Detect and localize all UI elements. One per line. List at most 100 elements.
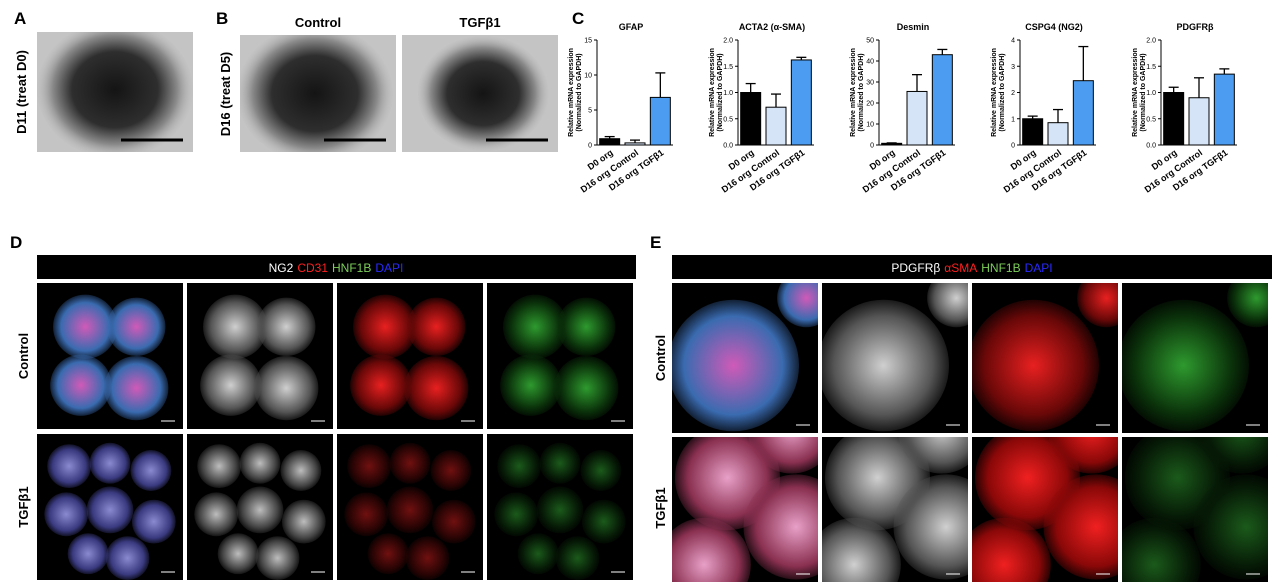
microscopy-image (672, 283, 818, 433)
row-label: Control (16, 333, 31, 379)
chart-title: CSPG4 (NG2) (1025, 22, 1083, 32)
y-tick-label: 0.0 (1146, 143, 1156, 150)
y-tick-label: 5 (588, 108, 592, 115)
row-label: TGFβ1 (653, 487, 668, 528)
y-tick-label: 2.0 (723, 38, 733, 45)
stain-name: αSMA (944, 261, 977, 275)
bar (740, 92, 762, 146)
microscopy-image (487, 283, 633, 429)
y-tick-label: 1.0 (1146, 90, 1156, 97)
bar (1213, 73, 1235, 146)
stain-name: NG2 (269, 261, 294, 275)
y-axis-label: Relative mRNA expression (850, 48, 857, 137)
y-tick-label: 0.5 (1146, 116, 1156, 123)
column-label: Control (295, 15, 341, 30)
y-tick-label: 50 (866, 38, 874, 45)
row-label: Control (653, 335, 668, 381)
bar (649, 96, 671, 146)
y-axis-label: (Normalized to GAPDH) (717, 53, 724, 131)
brightfield-image (37, 32, 193, 152)
y-tick-label: 2 (1011, 90, 1015, 97)
y-tick-label: 1.5 (723, 64, 733, 71)
bar (1047, 122, 1069, 146)
bar (790, 59, 812, 146)
y-axis-label: (Normalized to GAPDH) (999, 53, 1006, 131)
stain-name: DAPI (1025, 261, 1053, 275)
column-label: TGFβ1 (459, 15, 500, 30)
microscopy-image (37, 283, 183, 429)
y-tick-label: 4 (1011, 38, 1015, 45)
y-axis-label: (Normalized to GAPDH) (1140, 53, 1147, 131)
bar (765, 106, 787, 146)
y-axis-label: Relative mRNA expression (709, 48, 716, 137)
panel-label: D (10, 233, 22, 252)
y-tick-label: 40 (866, 59, 874, 66)
microscopy-image (187, 283, 333, 429)
header-bar (37, 255, 636, 279)
y-tick-label: 10 (584, 73, 592, 80)
y-tick-label: 1.5 (1146, 64, 1156, 71)
microscopy-image (972, 437, 1118, 582)
header-bar (672, 255, 1272, 279)
y-axis-label: Relative mRNA expression (1132, 48, 1139, 137)
y-tick-label: 1 (1011, 116, 1015, 123)
y-axis-label: (Normalized to GAPDH) (858, 53, 865, 131)
microscopy-image (822, 437, 968, 582)
y-tick-label: 2.0 (1146, 38, 1156, 45)
brightfield-image (240, 35, 396, 152)
y-tick-label: 0 (870, 143, 874, 150)
stain-name: PDGFRβ (891, 261, 940, 275)
stain-name: HNF1B (981, 261, 1020, 275)
microscopy-image (337, 283, 483, 429)
stain-name: DAPI (375, 261, 403, 275)
y-tick-label: 3 (1011, 64, 1015, 71)
bar (1022, 118, 1044, 146)
y-tick-label: 10 (866, 122, 874, 129)
microscopy-image (37, 434, 183, 580)
bar (931, 54, 953, 146)
chart-title: GFAP (619, 22, 644, 32)
stain-name: CD31 (297, 261, 328, 275)
y-tick-label: 0 (588, 143, 592, 150)
microscopy-image (337, 434, 483, 580)
microscopy-image (1122, 437, 1268, 582)
chart-title: PDGFRβ (1177, 22, 1215, 32)
y-tick-label: 20 (866, 101, 874, 108)
microscopy-image (822, 283, 968, 433)
panel-label: B (216, 9, 228, 28)
y-axis-label: (Normalized to GAPDH) (576, 53, 583, 131)
row-label: TGFβ1 (16, 486, 31, 527)
panel-label: E (650, 233, 661, 252)
y-tick-label: 0.5 (723, 116, 733, 123)
stain-legend: PDGFRβ αSMA HNF1B DAPI (891, 261, 1052, 275)
microscopy-image (487, 434, 633, 580)
stain-name: HNF1B (332, 261, 371, 275)
row-label: D16 (treat D5) (218, 52, 233, 137)
panel-label: C (572, 9, 584, 28)
y-axis-label: Relative mRNA expression (991, 48, 998, 137)
chart-title: Desmin (897, 22, 930, 32)
y-tick-label: 1.0 (723, 90, 733, 97)
microscopy-image (672, 437, 818, 582)
bar (599, 138, 621, 146)
y-tick-label: 0 (1011, 143, 1015, 150)
bar (624, 142, 646, 146)
microscopy-image (187, 434, 333, 580)
chart-title: ACTA2 (α-SMA) (739, 22, 805, 32)
microscopy-image (1122, 283, 1268, 433)
row-label: D11 (treat D0) (14, 50, 29, 134)
bar (1163, 92, 1185, 146)
y-tick-label: 0.0 (723, 143, 733, 150)
microscopy-image (972, 283, 1118, 433)
bar (906, 90, 928, 146)
bar (881, 142, 903, 146)
y-axis-label: Relative mRNA expression (568, 48, 575, 137)
brightfield-image (402, 35, 558, 152)
panel-label: A (14, 9, 26, 28)
y-tick-label: 15 (584, 38, 592, 45)
y-tick-label: 30 (866, 80, 874, 87)
bar (1188, 97, 1210, 146)
bar (1072, 80, 1094, 146)
stain-legend: NG2 CD31 HNF1B DAPI (269, 261, 404, 275)
